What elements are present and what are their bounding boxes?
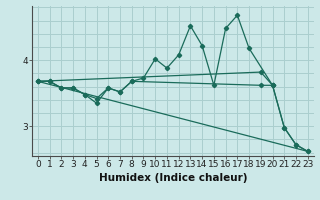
X-axis label: Humidex (Indice chaleur): Humidex (Indice chaleur) (99, 173, 247, 183)
